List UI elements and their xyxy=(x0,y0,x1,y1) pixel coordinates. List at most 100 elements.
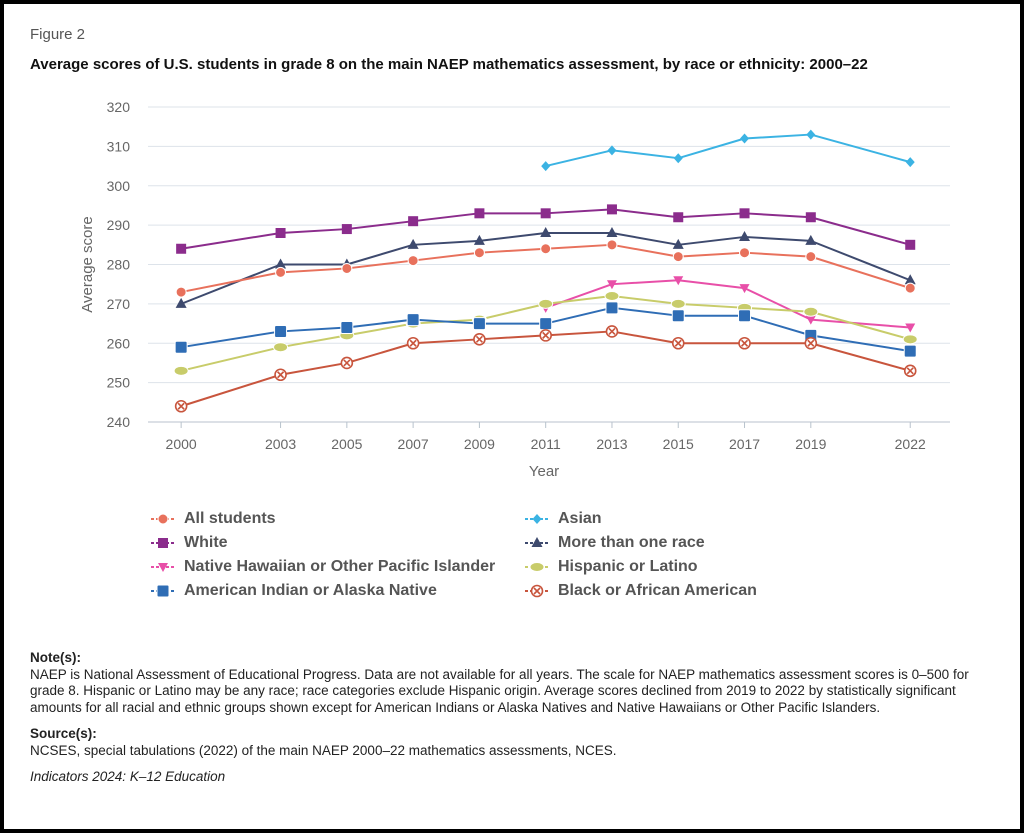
data-point-white xyxy=(905,239,916,250)
data-point-native-hawaiian-or-other-pacific-islander xyxy=(739,284,750,294)
legend-swatch-icon xyxy=(525,514,549,524)
data-point-more-than-one-race xyxy=(606,227,618,237)
y-tick-label: 270 xyxy=(107,296,131,312)
x-tick-label: 2003 xyxy=(265,436,296,452)
legend-label: Asian xyxy=(558,510,602,527)
source-text: NCSES, special tabulations (2022) of the… xyxy=(30,742,617,758)
series-line-asian xyxy=(545,133,911,168)
data-point-asian xyxy=(806,129,816,140)
data-point-white xyxy=(739,208,750,219)
data-point-american-indian-or-alaska-native xyxy=(903,344,917,358)
data-point-american-indian-or-alaska-native xyxy=(406,313,420,327)
legend-item-asian: Asian xyxy=(524,510,602,528)
x-axis-title: Year xyxy=(529,463,559,480)
report-footer: Indicators 2024: K–12 Education xyxy=(30,769,226,784)
data-point-black-or-african-american xyxy=(903,364,917,378)
notes-section: Note(s): NAEP is National Assessment of … xyxy=(30,650,1000,786)
legend-item-white: White xyxy=(150,534,228,552)
x-tick-label: 2007 xyxy=(398,436,429,452)
data-point-black-or-african-american xyxy=(738,336,751,350)
figure-frame: Figure 2 Average scores of U.S. students… xyxy=(4,4,1020,829)
x-tick-label: 2019 xyxy=(795,436,826,452)
data-point-american-indian-or-alaska-native xyxy=(738,309,752,323)
legend-item-all-students: All students xyxy=(150,510,276,528)
x-tick-label: 2009 xyxy=(464,436,495,452)
data-point-all-students xyxy=(739,247,751,259)
data-point-hispanic-or-latino xyxy=(902,334,918,345)
data-point-asian xyxy=(673,153,683,164)
data-point-more-than-one-race xyxy=(672,238,684,249)
legend-label: White xyxy=(184,534,228,551)
legend-swatch-icon xyxy=(525,584,549,598)
data-point-white xyxy=(606,204,617,215)
x-tick-label: 2015 xyxy=(663,436,694,452)
y-tick-label: 280 xyxy=(107,257,131,273)
data-point-native-hawaiian-or-other-pacific-islander xyxy=(905,323,916,333)
data-point-white xyxy=(275,228,286,238)
data-point-all-students xyxy=(175,286,187,298)
x-tick-label: 2000 xyxy=(166,436,197,452)
x-tick-label: 2017 xyxy=(729,436,760,452)
y-tick-label: 290 xyxy=(107,217,131,233)
series-black-or-african-american xyxy=(174,325,917,413)
data-point-american-indian-or-alaska-native xyxy=(174,340,188,354)
y-tick-label: 250 xyxy=(107,375,131,391)
legend-item-hispanic-or-latino: Hispanic or Latino xyxy=(524,558,698,576)
legend-marker-more-than-one-race xyxy=(531,537,543,547)
data-point-hispanic-or-latino xyxy=(803,306,819,317)
legend-item-black-or-african-american: Black or African American xyxy=(524,582,757,600)
data-point-american-indian-or-alaska-native xyxy=(605,301,619,315)
legend-item-american-indian-or-alaska-native: American Indian or Alaska Native xyxy=(150,582,437,600)
data-point-american-indian-or-alaska-native xyxy=(671,309,685,323)
legend-label: More than one race xyxy=(558,534,705,551)
data-point-hispanic-or-latino xyxy=(273,342,289,353)
legend-swatch-icon xyxy=(151,563,175,572)
data-point-all-students xyxy=(904,282,916,294)
legend-marker-hispanic-or-latino xyxy=(529,562,545,572)
data-point-more-than-one-race xyxy=(739,230,751,241)
legend-label: All students xyxy=(184,510,276,527)
source-heading: Source(s): xyxy=(30,726,97,741)
data-point-white xyxy=(408,216,419,227)
series-line-black-or-african-american xyxy=(180,330,911,408)
data-point-native-hawaiian-or-other-pacific-islander xyxy=(606,280,617,290)
y-tick-label: 310 xyxy=(107,138,131,154)
legend-item-native-hawaiian-or-other-pacific-islander: Native Hawaiian or Other Pacific Islande… xyxy=(150,558,495,576)
notes-text: NAEP is National Assessment of Education… xyxy=(30,666,969,715)
data-point-asian xyxy=(541,161,551,172)
legend-label: Native Hawaiian or Other Pacific Islande… xyxy=(184,558,496,575)
legend-marker-native-hawaiian-or-other-pacific-islander xyxy=(158,563,168,572)
data-point-hispanic-or-latino xyxy=(604,291,620,301)
data-point-american-indian-or-alaska-native xyxy=(472,317,486,331)
data-point-black-or-african-american xyxy=(539,329,552,342)
data-point-more-than-one-race xyxy=(904,274,916,285)
data-point-white xyxy=(805,212,816,223)
legend-swatch-icon xyxy=(151,584,175,598)
x-tick-label: 2013 xyxy=(596,436,627,452)
data-point-all-students xyxy=(473,247,485,259)
data-point-american-indian-or-alaska-native xyxy=(340,321,354,334)
data-point-more-than-one-race xyxy=(175,297,187,308)
data-point-white xyxy=(540,208,551,219)
notes-heading: Note(s): xyxy=(30,650,81,665)
data-point-native-hawaiian-or-other-pacific-islander xyxy=(805,315,816,325)
data-point-hispanic-or-latino xyxy=(538,298,554,309)
data-point-more-than-one-race xyxy=(473,234,485,245)
data-point-more-than-one-race xyxy=(540,227,552,237)
series-american-indian-or-alaska-native xyxy=(174,301,917,358)
data-point-all-students xyxy=(275,266,287,278)
data-point-black-or-african-american xyxy=(671,336,685,350)
data-point-more-than-one-race xyxy=(805,234,817,245)
data-point-white xyxy=(341,224,352,235)
legend-marker-asian xyxy=(532,514,542,524)
data-point-asian xyxy=(740,133,750,144)
data-point-more-than-one-race xyxy=(275,258,287,269)
data-point-white xyxy=(474,208,485,219)
data-point-all-students xyxy=(606,239,618,251)
legend-marker-american-indian-or-alaska-native xyxy=(156,584,170,598)
data-point-asian xyxy=(905,157,915,168)
series-more-than-one-race xyxy=(175,227,916,308)
line-chart: 240 250 260 270 280 290 300 310 320 2000 2003 2005 2… xyxy=(79,99,950,480)
figure-label: Figure 2 xyxy=(30,26,86,43)
legend-marker-white xyxy=(158,538,168,548)
